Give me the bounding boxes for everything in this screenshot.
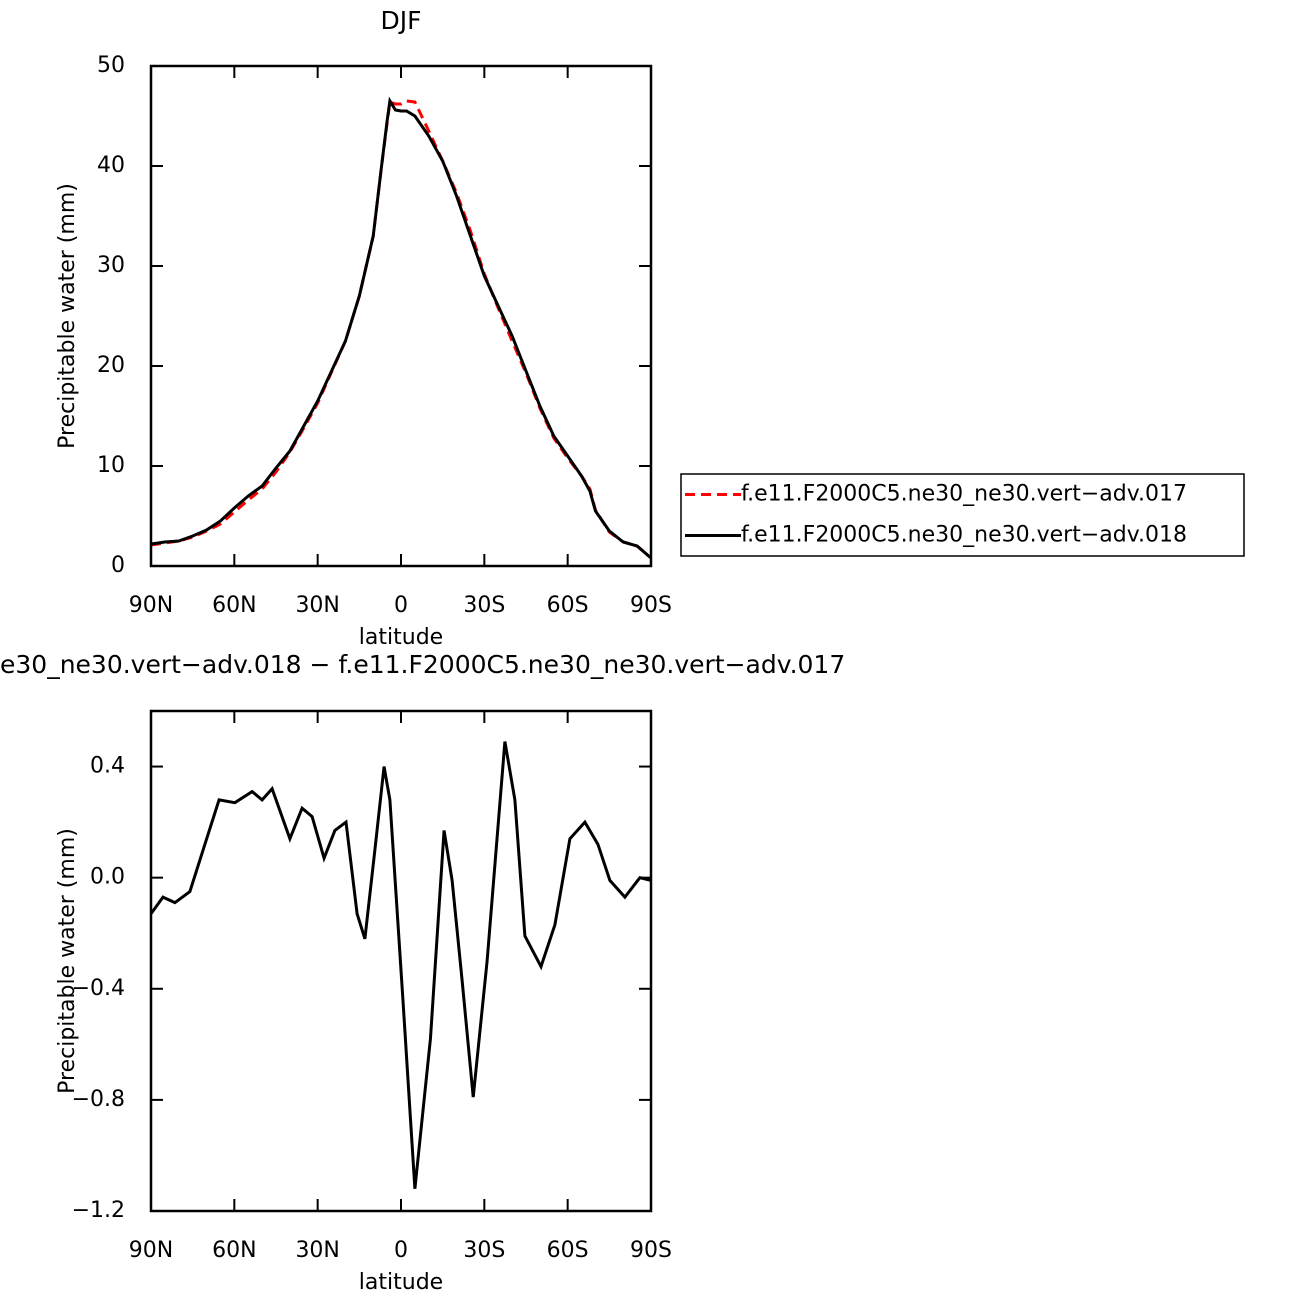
x-tick-label: 0 [394, 1238, 408, 1263]
y-axis-label: Precipitable water (mm) [55, 828, 80, 1094]
x-tick-label: 90S [630, 1238, 672, 1263]
x-tick-label: 30N [295, 593, 339, 618]
x-tick-label: 90N [129, 1238, 173, 1263]
x-tick-label: 90S [630, 593, 672, 618]
x-tick-label: 60N [212, 1238, 256, 1263]
x-tick-label: 30N [295, 1238, 339, 1263]
data-line [151, 741, 651, 1189]
y-tick-label: 30 [97, 253, 125, 278]
x-tick-label: 60N [212, 593, 256, 618]
x-tick-label: 90N [129, 593, 173, 618]
data-line [151, 96, 651, 560]
y-tick-label: −0.4 [72, 976, 125, 1001]
data-line [151, 99, 651, 560]
x-tick-label: 30S [463, 1238, 505, 1263]
x-tick-label: 30S [463, 593, 505, 618]
x-tick-label: 60S [547, 1238, 589, 1263]
chart-title: e30_ne30.vert−adv.018 − f.e11.F2000C5.ne… [0, 650, 845, 679]
y-tick-label: −1.2 [72, 1198, 125, 1223]
x-tick-label: 0 [394, 593, 408, 618]
y-axis-label: Precipitable water (mm) [55, 183, 80, 449]
chart-title: DJF [380, 6, 421, 35]
y-tick-label: 40 [97, 153, 125, 178]
legend-box [680, 473, 1245, 557]
y-tick-label: −0.8 [72, 1087, 125, 1112]
y-tick-label: 0.0 [90, 865, 125, 890]
legend-label: f.e11.F2000C5.ne30_ne30.vert−adv.018 [741, 523, 1187, 548]
y-tick-label: 0.4 [90, 754, 125, 779]
y-tick-label: 10 [97, 453, 125, 478]
plot-frame [149, 64, 653, 568]
legend-label: f.e11.F2000C5.ne30_ne30.vert−adv.017 [741, 482, 1187, 507]
y-tick-label: 20 [97, 353, 125, 378]
x-axis-label: latitude [359, 625, 443, 650]
y-tick-label: 50 [97, 53, 125, 78]
x-axis-label: latitude [359, 1270, 443, 1295]
y-tick-label: 0 [111, 553, 125, 578]
plot-frame [149, 709, 653, 1213]
x-tick-label: 60S [547, 593, 589, 618]
